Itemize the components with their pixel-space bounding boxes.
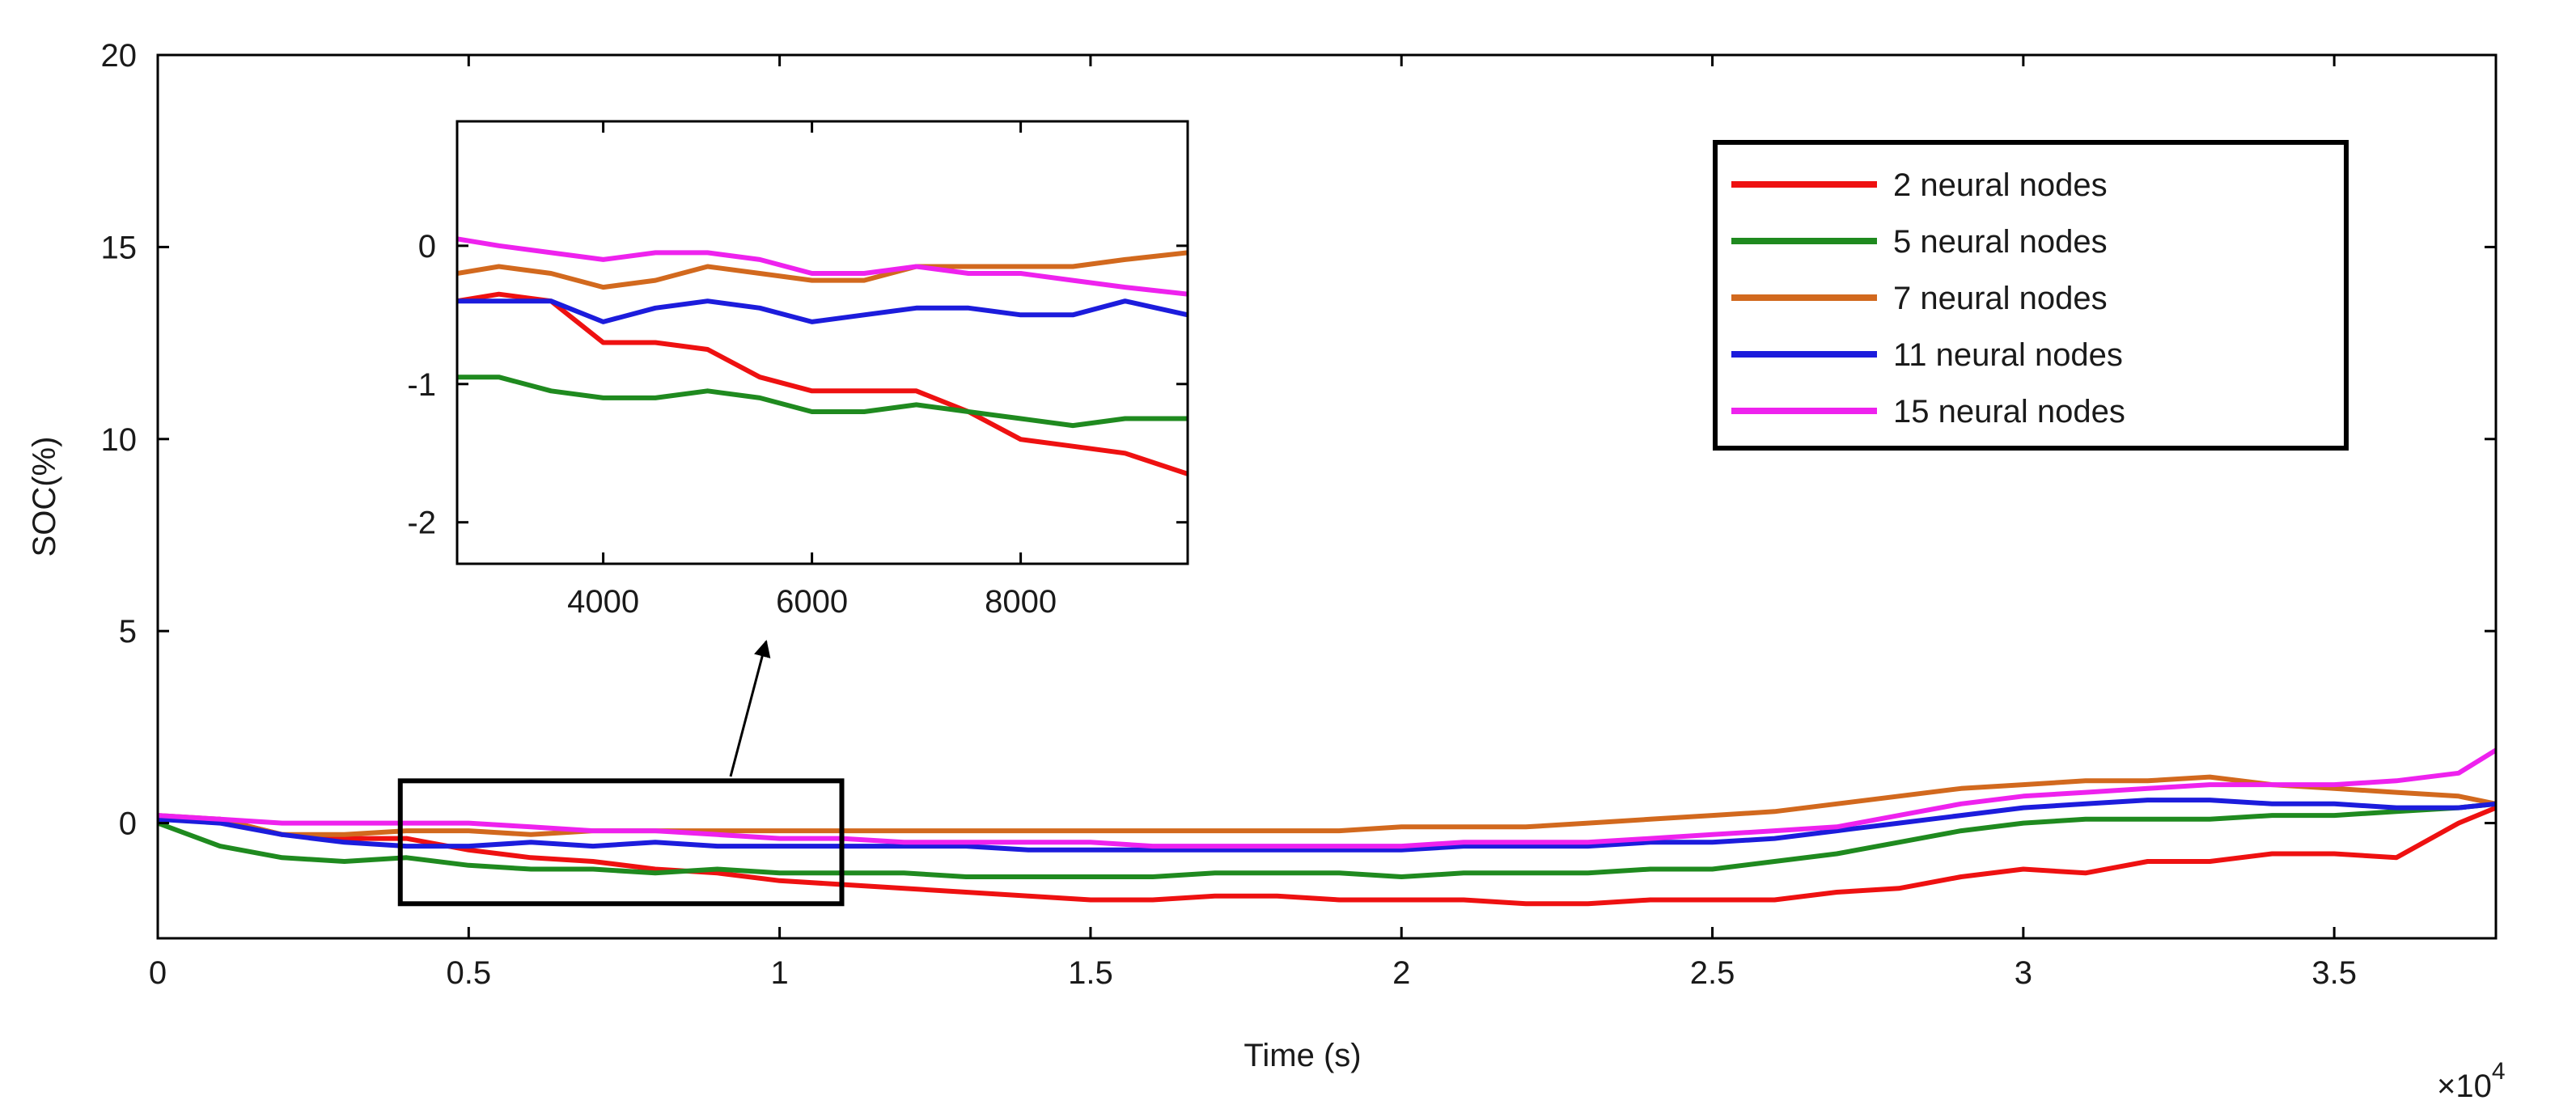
main-x-tick-label: 3	[2015, 955, 2032, 991]
x-axis-title: Time (s)	[1244, 1038, 1361, 1073]
inset-series-15-neural-nodes	[457, 236, 1188, 297]
main-series-11-neural-nodes	[158, 798, 2496, 853]
legend-label-2-neural-nodes: 2 neural nodes	[1893, 167, 2108, 203]
main-x-tick-label: 1.5	[1068, 955, 1113, 991]
inset-series-2-neural-nodes	[457, 291, 1188, 476]
legend-label-11-neural-nodes: 11 neural nodes	[1893, 337, 2123, 373]
main-plot-frame	[156, 53, 2498, 940]
legend-label-5-neural-nodes: 5 neural nodes	[1893, 224, 2108, 260]
zoom-arrow	[729, 639, 771, 777]
inset-series-group	[457, 236, 1188, 476]
inset-x-tick-label: 4000	[567, 584, 639, 620]
inset-series-5-neural-nodes	[457, 375, 1188, 429]
x-axis-multiplier: ×104	[2437, 1058, 2506, 1104]
main-y-tick-label: 5	[119, 614, 137, 650]
main-y-tick-label: 15	[101, 230, 138, 265]
y-axis-title: SOC(%)	[27, 437, 62, 557]
main-series-group	[158, 747, 2496, 907]
inset-background	[457, 121, 1188, 564]
inset-y-tick-label: -2	[407, 506, 436, 541]
main-series-2-neural-nodes	[158, 805, 2496, 907]
x-multiplier-base: ×10	[2437, 1069, 2492, 1104]
main-x-tick-label: 2.5	[1690, 955, 1735, 991]
zoom-region-box	[397, 778, 845, 907]
x-multiplier-exponent: 4	[2492, 1058, 2506, 1085]
legend-label-15-neural-nodes: 15 neural nodes	[1893, 394, 2125, 430]
main-series-7-neural-nodes	[158, 774, 2496, 837]
main-series-15-neural-nodes	[158, 747, 2496, 849]
main-ticks: 0 0.5 1 1.5 2 2.5 3 3.5 0 5 10 15 20	[101, 38, 2496, 991]
inset-series-11-neural-nodes	[457, 298, 1188, 324]
legend-label-7-neural-nodes: 7 neural nodes	[1893, 281, 2108, 316]
main-y-tick-label: 10	[101, 422, 138, 458]
main-y-tick-label: 20	[101, 38, 138, 74]
main-x-tick-label: 3.5	[2311, 955, 2357, 991]
main-x-tick-label: 2	[1392, 955, 1410, 991]
legend: 2 neural nodes 5 neural nodes 7 neural nod…	[1713, 140, 2349, 451]
inset-series-7-neural-nodes	[457, 250, 1188, 290]
main-y-tick-label: 0	[119, 806, 137, 842]
inset-ticks: 4000 6000 8000 0 -1 -2	[407, 121, 1188, 620]
inset-x-tick-label: 6000	[776, 584, 848, 620]
main-x-tick-label: 1	[770, 955, 788, 991]
main-x-tick-label: 0.5	[447, 955, 492, 991]
inset-plot-frame	[455, 120, 1189, 565]
inset-y-tick-label: -1	[407, 367, 436, 403]
main-series-5-neural-nodes	[158, 801, 2496, 879]
main-x-tick-label: 0	[149, 955, 167, 991]
inset-x-tick-label: 8000	[985, 584, 1057, 620]
inset-y-tick-label: 0	[418, 229, 436, 264]
